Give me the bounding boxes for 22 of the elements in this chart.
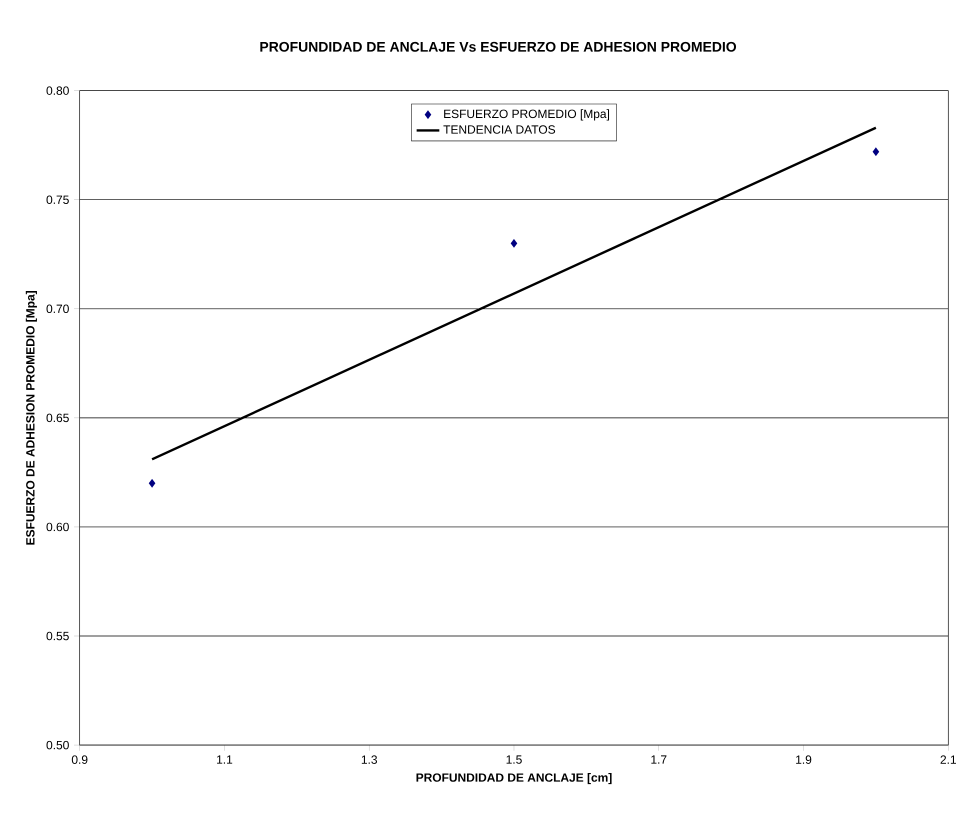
y-tick-label: 0.65: [46, 414, 69, 422]
chart-title: PROFUNDIDAD DE ANCLAJE Vs ESFUERZO DE ADHESION PROMEDIO: [260, 42, 736, 52]
x-axis-title: PROFUNDIDAD DE ANCLAJE [cm]: [416, 773, 612, 784]
x-tick-label: 1.5: [506, 756, 522, 764]
legend-label: TENDENCIA DATOS: [443, 125, 556, 134]
point: [872, 148, 880, 156]
y-axis-title: ESFUERZO DE ADHESION PROMEDIO [Mpa]: [26, 291, 37, 545]
y-tick-label: 0.50: [46, 740, 69, 750]
x-tick-label: 1.3: [362, 756, 378, 764]
y-tick-label: 0.55: [46, 632, 69, 640]
point: [148, 479, 156, 488]
y-tick-label: 0.60: [46, 522, 69, 532]
x-tick-label: 1.7: [651, 756, 666, 764]
x-tick-label: 0.9: [72, 756, 88, 764]
y-tick-label: 0.70: [46, 304, 69, 314]
x-tick-label: 1.1: [217, 756, 232, 764]
y-tick-label: 0.80: [46, 86, 69, 95]
point: [510, 239, 518, 248]
x-tick-label: 1.9: [796, 756, 812, 764]
legend-label: ESFUERZO PROMEDIO [Mpa]: [444, 109, 610, 121]
x-tick-label: 2.1: [940, 756, 956, 764]
y-tick-label: 0.75: [46, 196, 69, 204]
